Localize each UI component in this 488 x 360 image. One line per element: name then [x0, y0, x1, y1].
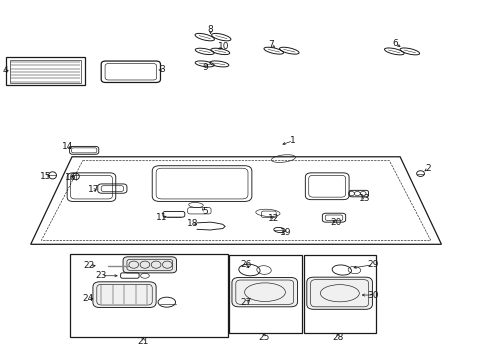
- Text: 27: 27: [240, 298, 251, 307]
- Bar: [10, 60, 81, 83]
- Bar: [6, 58, 85, 85]
- Text: 7: 7: [268, 40, 274, 49]
- Bar: [69, 254, 227, 337]
- Text: 30: 30: [367, 291, 378, 300]
- Text: 5: 5: [202, 207, 207, 216]
- Text: 21: 21: [138, 337, 149, 346]
- Text: 28: 28: [331, 333, 343, 342]
- Text: 3: 3: [159, 66, 164, 75]
- Text: 29: 29: [367, 260, 378, 269]
- Text: 1: 1: [290, 136, 295, 145]
- Text: 9: 9: [203, 63, 208, 72]
- Text: 15: 15: [40, 172, 51, 181]
- Text: 13: 13: [359, 194, 370, 203]
- Text: 10: 10: [218, 42, 229, 51]
- FancyBboxPatch shape: [306, 277, 372, 309]
- Text: 6: 6: [391, 39, 397, 48]
- Bar: [228, 255, 301, 333]
- Text: 8: 8: [207, 26, 213, 35]
- Text: 26: 26: [240, 260, 251, 269]
- Text: 18: 18: [187, 219, 199, 228]
- Text: 23: 23: [95, 271, 107, 280]
- Text: 16: 16: [65, 173, 77, 182]
- Text: 12: 12: [267, 214, 279, 223]
- Text: 20: 20: [329, 218, 341, 227]
- Text: 19: 19: [280, 228, 291, 237]
- Text: 2: 2: [425, 164, 430, 173]
- FancyBboxPatch shape: [231, 278, 297, 307]
- Text: 4: 4: [2, 66, 8, 75]
- Text: 11: 11: [156, 213, 167, 222]
- Text: 24: 24: [82, 294, 94, 303]
- Text: 17: 17: [88, 185, 100, 194]
- FancyBboxPatch shape: [93, 282, 156, 307]
- Bar: [303, 255, 375, 333]
- Text: 14: 14: [61, 142, 73, 151]
- FancyBboxPatch shape: [123, 257, 176, 273]
- Text: 22: 22: [83, 261, 95, 270]
- Text: 25: 25: [258, 333, 269, 342]
